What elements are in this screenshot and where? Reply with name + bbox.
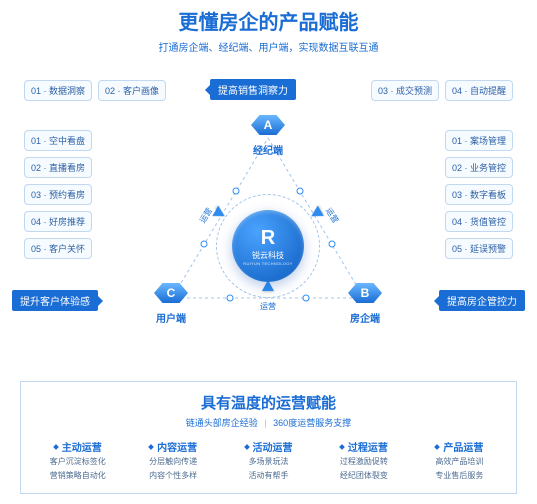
center-text: 锐云科技 [252, 250, 284, 261]
pill: 03 · 成交预测 [371, 80, 439, 101]
node-label: 经纪端 [251, 142, 285, 157]
footer-sub-left: 链通头部房企经验 [186, 418, 258, 428]
node-label: 房企端 [348, 310, 382, 325]
fcol-line: 营销策略自动化 [33, 471, 122, 481]
center-circle: R 锐云科技 RUIYUN TECHNOLOGY [232, 210, 304, 282]
page-title: 更懂房企的产品赋能 [0, 6, 537, 35]
pill: 02 · 客户画像 [98, 80, 166, 101]
fcol-line: 高效产品培训 [415, 457, 504, 467]
pill: 01 · 案场管理 [445, 130, 513, 151]
hex-icon: A [251, 115, 285, 135]
footer-subtitle: 链通头部房企经验 | 360度运营服务支撑 [33, 416, 504, 429]
fcol-line: 分层触向传递 [128, 457, 217, 467]
pill: 05 · 延误预警 [445, 238, 513, 259]
fcol-title: 产品运营 [435, 439, 483, 454]
pill: 04 · 好房推荐 [24, 211, 92, 232]
right-pills: 01 · 案场管理 02 · 业务管控 03 · 数字看板 04 · 货值管控 … [445, 130, 513, 259]
left-pills: 01 · 空中看盘 02 · 直播看房 03 · 预约看房 04 · 好房推荐 … [24, 130, 92, 259]
top-pills-right: 03 · 成交预测 04 · 自动提醒 [371, 80, 513, 101]
pill: 02 · 直播看房 [24, 157, 92, 178]
fcol-line: 经纪团体裂变 [319, 471, 408, 481]
pill: 05 · 客户关怀 [24, 238, 92, 259]
pill: 04 · 货值管控 [445, 211, 513, 232]
hex-icon: C [154, 283, 188, 303]
tag-left: 提升客户体验感 [12, 290, 98, 311]
pill: 04 · 自动提醒 [445, 80, 513, 101]
footer-sub-right: 360度运营服务支撑 [273, 418, 351, 428]
node-label: 用户端 [154, 310, 188, 325]
header: 更懂房企的产品赋能 打通房企端、经纪端、用户端，实现数据互联互通 [0, 0, 537, 54]
footer-col: 内容运营 分层触向传递 内容个性多样 [128, 439, 217, 481]
edge-label: 运营 [258, 301, 278, 312]
top-pills-left: 01 · 数据洞察 02 · 客户画像 [24, 80, 166, 101]
fcol-title: 内容运营 [149, 439, 197, 454]
node-c: C 用户端 [154, 278, 188, 325]
footer-col: 产品运营 高效产品培训 专业售后服务 [415, 439, 504, 481]
fcol-line: 过程激励促转 [319, 457, 408, 467]
pill: 01 · 空中看盘 [24, 130, 92, 151]
fcol-title: 活动运营 [245, 439, 293, 454]
hex-icon: B [348, 283, 382, 303]
page-subtitle: 打通房企端、经纪端、用户端，实现数据互联互通 [0, 39, 537, 54]
footer-title: 具有温度的运营赋能 [33, 392, 504, 413]
fcol-line: 内容个性多样 [128, 471, 217, 481]
diagram: 运营 运营 运营 A 经纪端 B 房企端 C 用户端 R 锐云科技 RUIYUN… [128, 110, 408, 350]
footer-col: 活动运营 多场景玩法 活动有帮手 [224, 439, 313, 481]
pill: 03 · 预约看房 [24, 184, 92, 205]
center-en: RUIYUN TECHNOLOGY [243, 261, 292, 266]
node-b: B 房企端 [348, 278, 382, 325]
fcol-line: 多场景玩法 [224, 457, 313, 467]
pill: 03 · 数字看板 [445, 184, 513, 205]
fcol-title: 主动运营 [54, 439, 102, 454]
fcol-line: 专业售后服务 [415, 471, 504, 481]
footer-columns: 主动运营 客户沉淀标签化 营销策略自动化 内容运营 分层触向传递 内容个性多样 … [33, 439, 504, 481]
fcol-line: 活动有帮手 [224, 471, 313, 481]
center-logo: R [261, 227, 275, 250]
pill: 01 · 数据洞察 [24, 80, 92, 101]
separator-icon: | [264, 418, 266, 428]
fcol-line: 客户沉淀标签化 [33, 457, 122, 467]
node-a: A 经纪端 [251, 110, 285, 157]
footer-col: 主动运营 客户沉淀标签化 营销策略自动化 [33, 439, 122, 481]
footer-box: 具有温度的运营赋能 链通头部房企经验 | 360度运营服务支撑 主动运营 客户沉… [20, 381, 517, 494]
footer-col: 过程运营 过程激励促转 经纪团体裂变 [319, 439, 408, 481]
tag-top: 提高销售洞察力 [210, 79, 296, 100]
tag-right: 提高房企管控力 [439, 290, 525, 311]
pill: 02 · 业务管控 [445, 157, 513, 178]
fcol-title: 过程运营 [340, 439, 388, 454]
